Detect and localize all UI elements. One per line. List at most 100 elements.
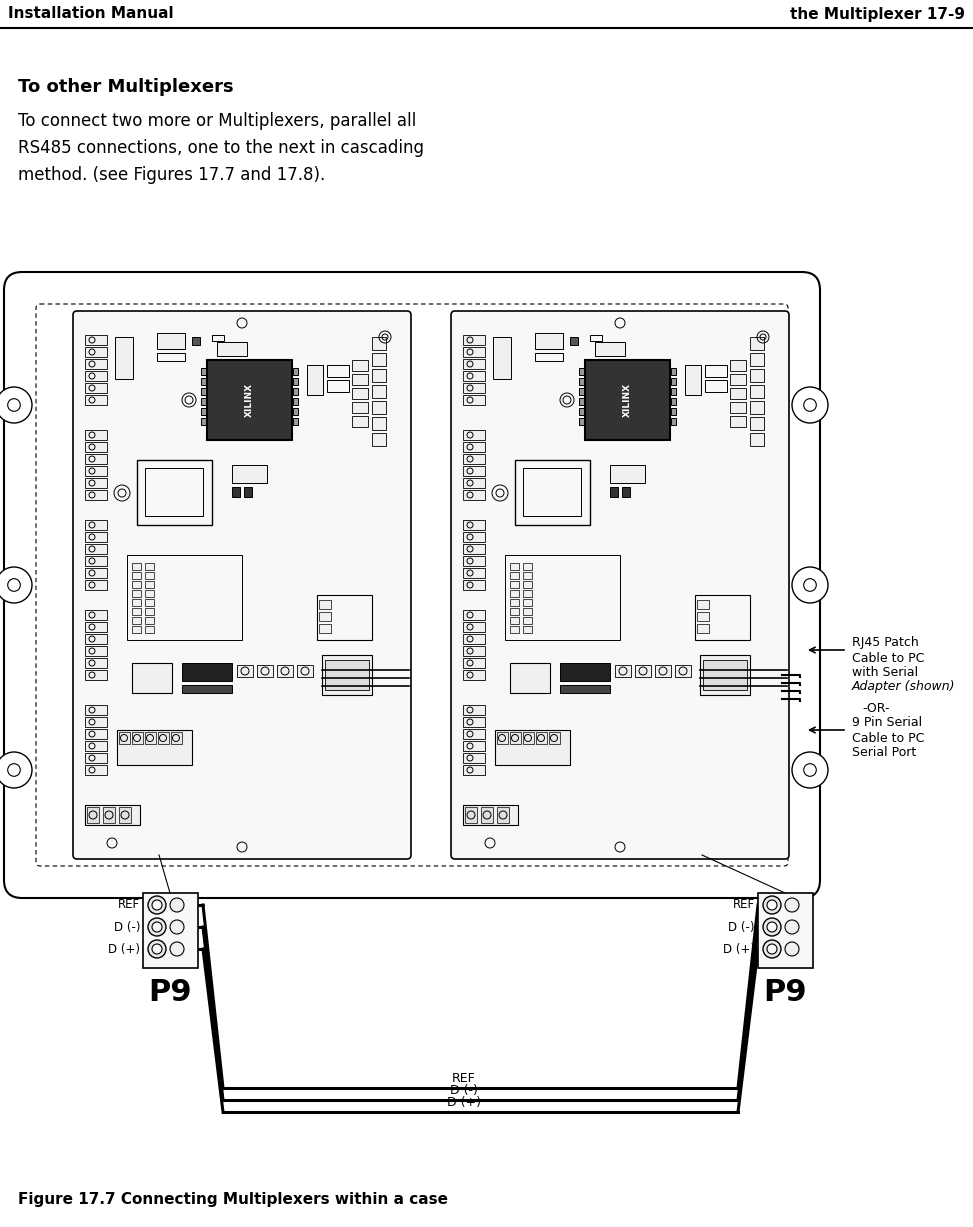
Bar: [145, 572, 154, 579]
Bar: [700, 655, 750, 694]
Bar: [145, 563, 154, 571]
Bar: [85, 706, 107, 715]
Bar: [352, 388, 368, 399]
Bar: [615, 665, 631, 677]
Bar: [671, 378, 676, 385]
Bar: [85, 622, 107, 632]
Bar: [85, 479, 107, 488]
Text: RJ45 Patch: RJ45 Patch: [852, 636, 919, 649]
Bar: [579, 398, 584, 405]
Bar: [319, 600, 331, 609]
Bar: [85, 634, 107, 644]
Circle shape: [8, 579, 20, 591]
Bar: [145, 617, 154, 625]
Bar: [201, 398, 206, 405]
Text: D (+): D (+): [447, 1096, 481, 1109]
Bar: [523, 733, 534, 744]
Circle shape: [767, 921, 777, 933]
Bar: [510, 582, 519, 588]
Bar: [85, 383, 107, 393]
Bar: [505, 555, 620, 640]
Bar: [115, 337, 133, 379]
Bar: [463, 580, 485, 590]
Bar: [697, 600, 709, 609]
Bar: [510, 590, 519, 598]
Bar: [132, 590, 141, 598]
Text: -OR-: -OR-: [862, 702, 889, 715]
Text: To connect two more or Multiplexers, parallel all
RS485 connections, one to the : To connect two more or Multiplexers, par…: [18, 112, 424, 184]
Bar: [523, 609, 532, 615]
Circle shape: [0, 567, 32, 602]
Bar: [495, 730, 570, 764]
Bar: [590, 335, 602, 341]
Bar: [85, 490, 107, 499]
Bar: [297, 665, 313, 677]
Bar: [85, 717, 107, 728]
Text: Serial Port: Serial Port: [852, 746, 917, 760]
Bar: [523, 599, 532, 606]
Text: D (-): D (-): [114, 920, 140, 934]
Bar: [85, 442, 107, 452]
Text: XILINX: XILINX: [244, 383, 254, 417]
Bar: [463, 454, 485, 464]
Bar: [157, 333, 185, 348]
Bar: [675, 665, 691, 677]
Bar: [481, 807, 493, 823]
Bar: [463, 479, 485, 488]
Bar: [463, 717, 485, 728]
Bar: [671, 418, 676, 425]
Bar: [510, 599, 519, 606]
Bar: [85, 466, 107, 476]
Bar: [372, 417, 386, 429]
Bar: [750, 417, 764, 429]
Text: XILINX: XILINX: [623, 383, 631, 417]
FancyBboxPatch shape: [451, 310, 789, 859]
Bar: [463, 490, 485, 499]
Bar: [463, 544, 485, 555]
Text: REF: REF: [118, 898, 140, 912]
Bar: [750, 337, 764, 350]
Bar: [85, 764, 107, 775]
Bar: [293, 388, 298, 395]
Bar: [579, 368, 584, 375]
Circle shape: [170, 942, 184, 956]
Text: 9 Pin Serial: 9 Pin Serial: [852, 717, 922, 729]
Bar: [549, 733, 560, 744]
Bar: [192, 337, 200, 345]
Bar: [85, 741, 107, 751]
Bar: [610, 465, 645, 483]
Bar: [465, 807, 477, 823]
FancyBboxPatch shape: [4, 272, 820, 898]
Bar: [463, 729, 485, 739]
Circle shape: [152, 944, 162, 955]
Circle shape: [785, 898, 799, 912]
Bar: [372, 369, 386, 382]
Bar: [182, 663, 232, 681]
Bar: [132, 572, 141, 579]
Bar: [750, 401, 764, 413]
Circle shape: [792, 387, 828, 423]
Bar: [232, 487, 240, 497]
Circle shape: [148, 918, 166, 936]
Bar: [705, 364, 727, 377]
Bar: [705, 380, 727, 391]
Bar: [85, 729, 107, 739]
Circle shape: [804, 399, 816, 411]
Text: Cable to PC: Cable to PC: [852, 733, 924, 745]
Bar: [463, 753, 485, 763]
Bar: [171, 733, 182, 744]
Bar: [463, 520, 485, 530]
Bar: [463, 645, 485, 656]
Circle shape: [792, 567, 828, 602]
Bar: [143, 893, 198, 968]
Bar: [463, 395, 485, 405]
Bar: [497, 733, 508, 744]
Circle shape: [148, 896, 166, 914]
Bar: [372, 433, 386, 445]
Bar: [257, 665, 273, 677]
Circle shape: [804, 763, 816, 777]
Bar: [293, 418, 298, 425]
Circle shape: [148, 940, 166, 958]
Bar: [695, 595, 750, 640]
Bar: [463, 556, 485, 566]
